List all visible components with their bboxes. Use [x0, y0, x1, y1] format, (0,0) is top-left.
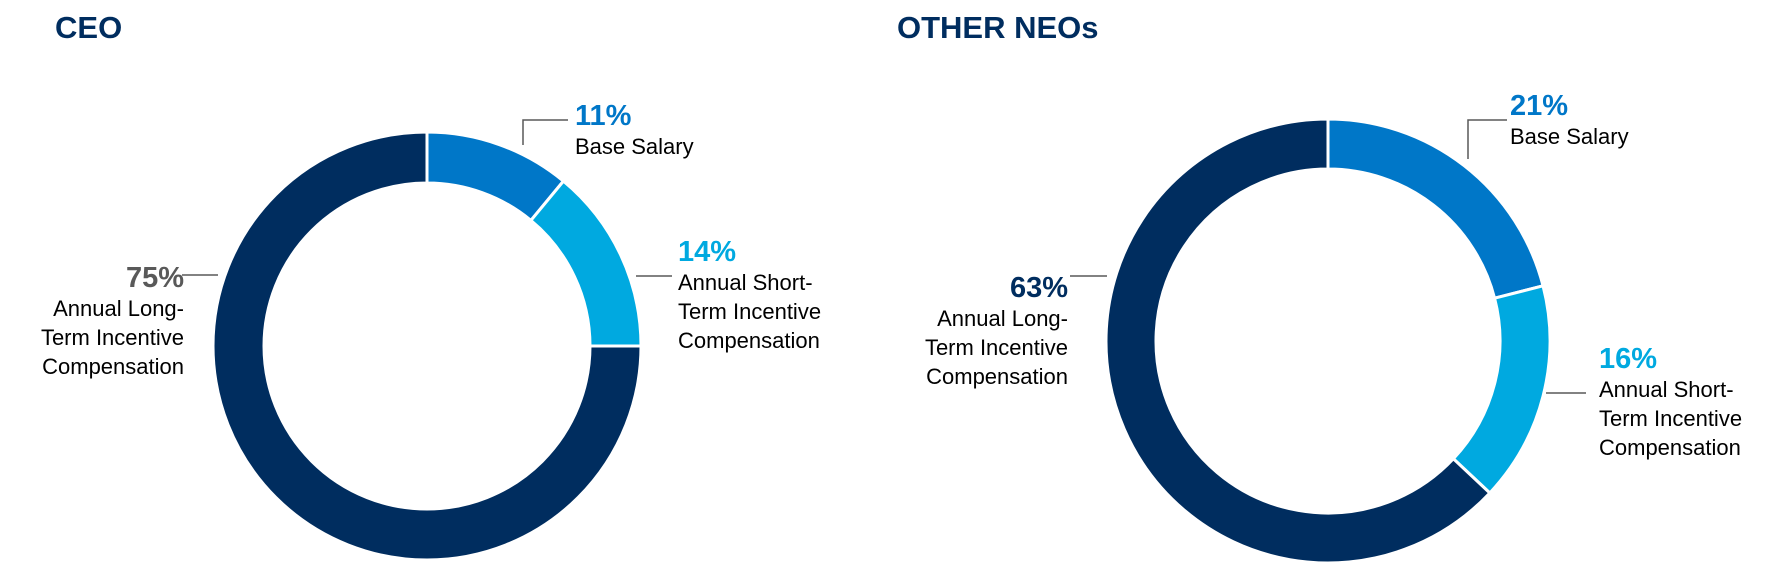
value-label: 16%	[1599, 343, 1658, 375]
donut-slice	[1104, 117, 1492, 565]
value-label: 63%	[1009, 272, 1068, 304]
value-label: 75%	[125, 262, 184, 294]
chart-title: OTHER NEOs	[897, 10, 1099, 45]
slice-label: 16% Annual Short-Term Incentive Compensat…	[1599, 343, 1769, 462]
slice-label: 14% Annual Short-Term Incentive Compensat…	[678, 236, 848, 355]
category-label: Annual Short-Term Incentive Compensation	[678, 270, 822, 353]
donut-slice	[528, 178, 643, 348]
value-label: 21%	[1510, 90, 1569, 122]
slice-label: 21% Base Salary	[1510, 90, 1680, 151]
slice-label: 11% Base Salary	[575, 100, 745, 161]
chart-title: CEO	[55, 10, 123, 45]
value-label: 11%	[575, 100, 632, 132]
category-label: Annual Short-Term Incentive Compensation	[1599, 377, 1743, 460]
leader-line	[1467, 119, 1507, 159]
category-label: Base Salary	[575, 134, 694, 159]
slice-label: 63% Annual Long-Term Incentive Compensati…	[898, 272, 1068, 391]
value-label: 14%	[678, 236, 737, 268]
donut-slice	[1451, 283, 1552, 496]
category-label: Base Salary	[1510, 124, 1629, 149]
leader-line	[522, 119, 568, 145]
category-label: Annual Long-Term Incentive Compensation	[40, 296, 184, 379]
donut-slice	[211, 130, 643, 562]
slice-label: 75% Annual Long-Term Incentive Compensati…	[14, 262, 184, 381]
category-label: Annual Long-Term Incentive Compensation	[924, 306, 1068, 389]
